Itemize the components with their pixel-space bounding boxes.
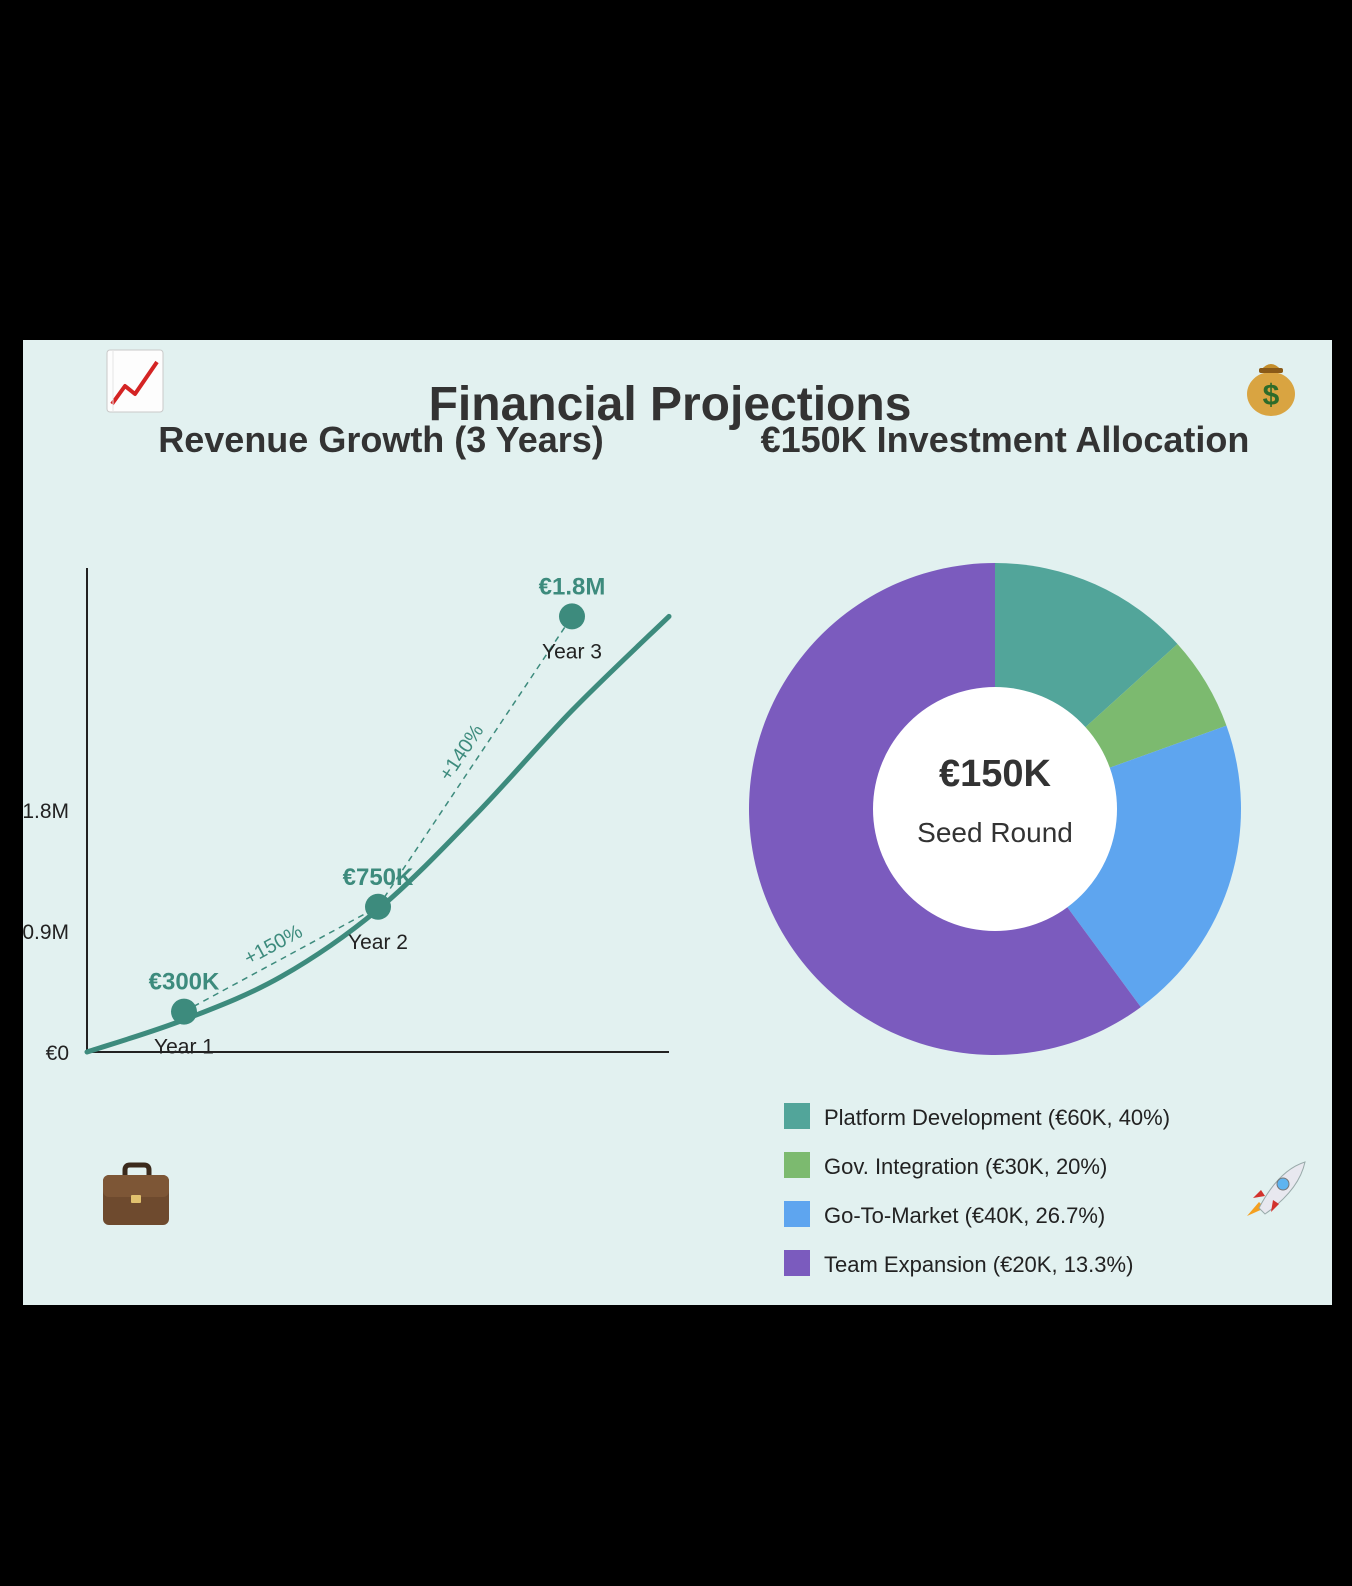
- page-title: Financial Projections: [429, 378, 912, 431]
- legend-swatch: [784, 1152, 810, 1178]
- briefcase-icon: [103, 1162, 169, 1225]
- legend-swatch: [784, 1103, 810, 1129]
- legend-swatch: [784, 1250, 810, 1276]
- rocket-icon: [1247, 1161, 1306, 1216]
- growth-annotation: +140%: [435, 720, 488, 785]
- data-point-category-label: Year 2: [348, 931, 408, 954]
- allocation-legend: Platform Development (€60K, 40%) Gov. Int…: [784, 1103, 1170, 1277]
- svg-text:$: $: [1263, 379, 1280, 412]
- y-tick-label: 1.8M: [23, 800, 69, 823]
- data-point-value-label: €1.8M: [539, 573, 606, 600]
- data-point-category-label: Year 3: [542, 640, 602, 663]
- money-bag-icon: $: [1247, 364, 1295, 416]
- chart-increasing-icon: [106, 349, 164, 413]
- legend-label: Go-To-Market (€40K, 26.7%): [824, 1203, 1105, 1228]
- allocation-chart-title: €150K Investment Allocation: [761, 419, 1250, 460]
- data-point: [365, 893, 391, 920]
- slide-canvas: $ Financial Projections Revenue Growth (…: [23, 349, 1306, 1277]
- legend-swatch: [784, 1201, 810, 1227]
- revenue-line-chart: €0 0.9M 1.8M +150% +140% €300K Year 1 €750K Year…: [23, 568, 672, 1065]
- donut-center-value: €150K: [939, 753, 1052, 795]
- donut-hole: [873, 687, 1117, 931]
- allocation-donut-chart: [748, 563, 1241, 1055]
- y-tick-label: €0: [46, 1042, 69, 1065]
- growth-annotation: +150%: [241, 920, 307, 969]
- data-point: [171, 998, 197, 1025]
- legend-label: Team Expansion (€20K, 13.3%): [824, 1252, 1133, 1277]
- data-point-category-label: Year 1: [154, 1036, 214, 1059]
- data-point: [559, 603, 585, 630]
- legend-label: Gov. Integration (€30K, 20%): [824, 1154, 1107, 1179]
- growth-connector: [377, 615, 573, 908]
- legend-label: Platform Development (€60K, 40%): [824, 1105, 1170, 1130]
- revenue-chart-title: Revenue Growth (3 Years): [158, 419, 604, 460]
- donut-center-label: Seed Round: [917, 817, 1073, 848]
- y-tick-label: 0.9M: [23, 921, 69, 944]
- financial-projections-slide: $ Financial Projections Revenue Growth (…: [23, 340, 1332, 1305]
- data-point-value-label: €750K: [343, 864, 414, 891]
- data-point-value-label: €300K: [149, 969, 220, 996]
- growth-connector: [183, 906, 379, 1013]
